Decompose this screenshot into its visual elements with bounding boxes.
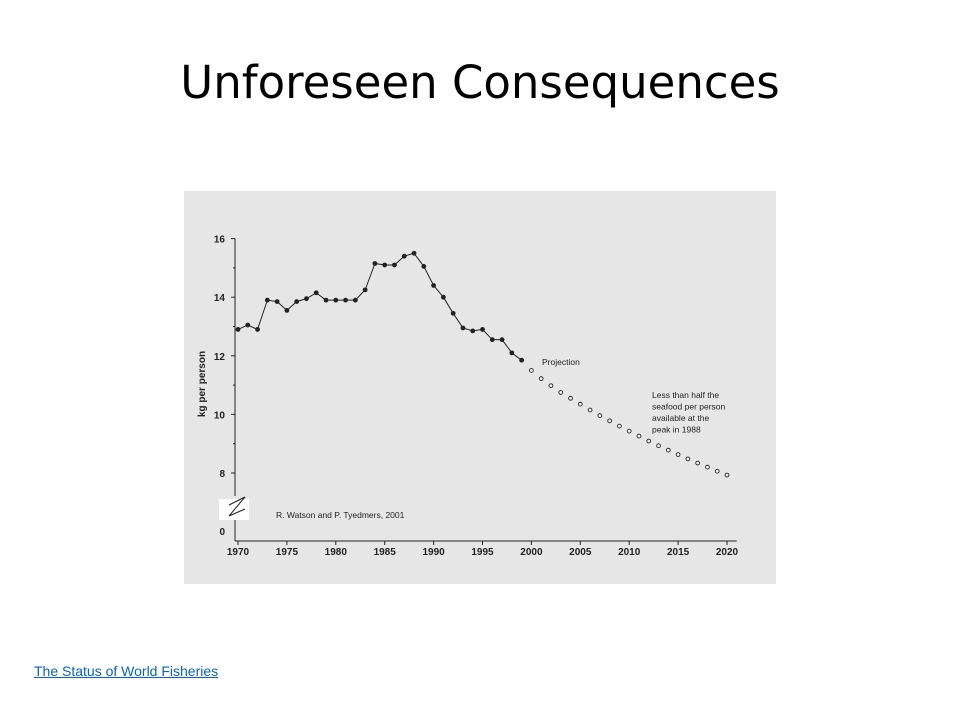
x-tick-label: 1985: [374, 547, 397, 558]
y-tick-label: 16: [214, 235, 226, 246]
x-tick-label: 1980: [325, 547, 348, 558]
historical-point: [509, 350, 515, 356]
historical-point: [411, 250, 417, 256]
historical-point: [255, 327, 260, 332]
historical-point: [460, 325, 466, 331]
historical-point: [382, 262, 388, 268]
projection-point: [636, 433, 642, 439]
historical-point: [274, 299, 280, 304]
historical-point: [323, 297, 329, 303]
annotation-note-line: Less than half the: [652, 390, 719, 400]
historical-point: [304, 296, 309, 302]
annotation-note-line: available at the: [652, 413, 709, 423]
x-tick-label: 2010: [618, 547, 641, 558]
annotation-note-line: seafood per person: [652, 402, 726, 412]
historical-point: [294, 299, 300, 304]
projection-point: [548, 383, 554, 389]
historical-point: [264, 297, 270, 303]
source-link[interactable]: The Status of World Fisheries: [34, 663, 219, 679]
projection-point: [695, 460, 701, 466]
axis-break-mark: [228, 496, 246, 517]
historical-point: [392, 262, 397, 268]
historical-point: [470, 328, 476, 334]
historical-point: [362, 287, 368, 293]
projection-label: Projection: [542, 357, 580, 367]
y-axis-label: kg per person: [197, 351, 208, 417]
projection-point: [665, 447, 671, 453]
source-credit: R. Watson and P. Tyedmers, 2001: [276, 510, 405, 520]
x-tick-label: 1990: [422, 547, 445, 558]
projection-point: [568, 395, 573, 401]
x-tick-label: 1970: [227, 547, 250, 558]
historical-point: [372, 261, 378, 266]
y-tick-label: 12: [214, 352, 226, 363]
x-tick-label: 2000: [520, 547, 543, 558]
chart-series: [235, 250, 730, 478]
annotation-note: Less than half the seafood per personavai…: [652, 390, 726, 435]
historical-point: [489, 337, 495, 343]
historical-point: [431, 283, 436, 288]
historical-point: [313, 290, 319, 296]
historical-point: [235, 327, 241, 332]
chart-axes: [219, 238, 737, 542]
x-tick-label: 1995: [471, 547, 494, 558]
projection-point: [538, 376, 544, 382]
annotation-note-line: peak in 1988: [652, 425, 701, 435]
chart-ticks: 0 8 10 12 14 16 1970 1975 1980 1985 1990 1995 2000 20…: [214, 235, 739, 558]
y-tick-label: 14: [214, 293, 226, 304]
historical-point: [440, 294, 446, 300]
historical-point: [343, 297, 348, 303]
slide-title: Unforeseen Consequences: [180, 56, 780, 109]
projection-point: [675, 452, 681, 457]
y-tick-label: 8: [219, 469, 225, 480]
historical-point: [352, 297, 358, 303]
projection-point: [656, 443, 661, 449]
historical-point: [450, 310, 456, 316]
projection-point: [724, 472, 730, 478]
chart-svg: 0 8 10 12 14 16 1970 1975 1980 1985 1990 1995 2000 20…: [197, 235, 739, 558]
historical-point: [245, 322, 251, 328]
chart-panel: 0 8 10 12 14 16 1970 1975 1980 1985 1990 1995 2000 20…: [184, 191, 776, 584]
historical-point: [284, 307, 290, 313]
historical-point: [499, 337, 505, 343]
projection-point: [685, 456, 691, 462]
historical-point: [401, 253, 407, 259]
historical-point: [333, 297, 339, 303]
x-tick-label: 2005: [569, 547, 592, 558]
projection-point: [558, 390, 564, 395]
projection-point: [529, 368, 534, 373]
x-tick-label: 2020: [716, 547, 739, 558]
projection-point: [626, 428, 632, 434]
projection-point: [617, 423, 622, 429]
y-tick-label: 10: [214, 410, 226, 421]
projection-point: [597, 413, 603, 418]
y-tick-label: 0: [219, 527, 225, 538]
x-tick-label: 1975: [276, 547, 299, 558]
historical-point: [421, 264, 427, 269]
historical-point: [519, 357, 525, 363]
projection-point: [646, 438, 652, 444]
projection-point: [714, 468, 720, 474]
historical-line: [237, 252, 522, 361]
x-tick-label: 2015: [667, 547, 690, 558]
projection-point: [577, 401, 583, 407]
historical-point: [480, 327, 485, 332]
projection-point: [705, 464, 710, 470]
projection-point: [587, 407, 593, 413]
projection-point: [607, 418, 612, 424]
